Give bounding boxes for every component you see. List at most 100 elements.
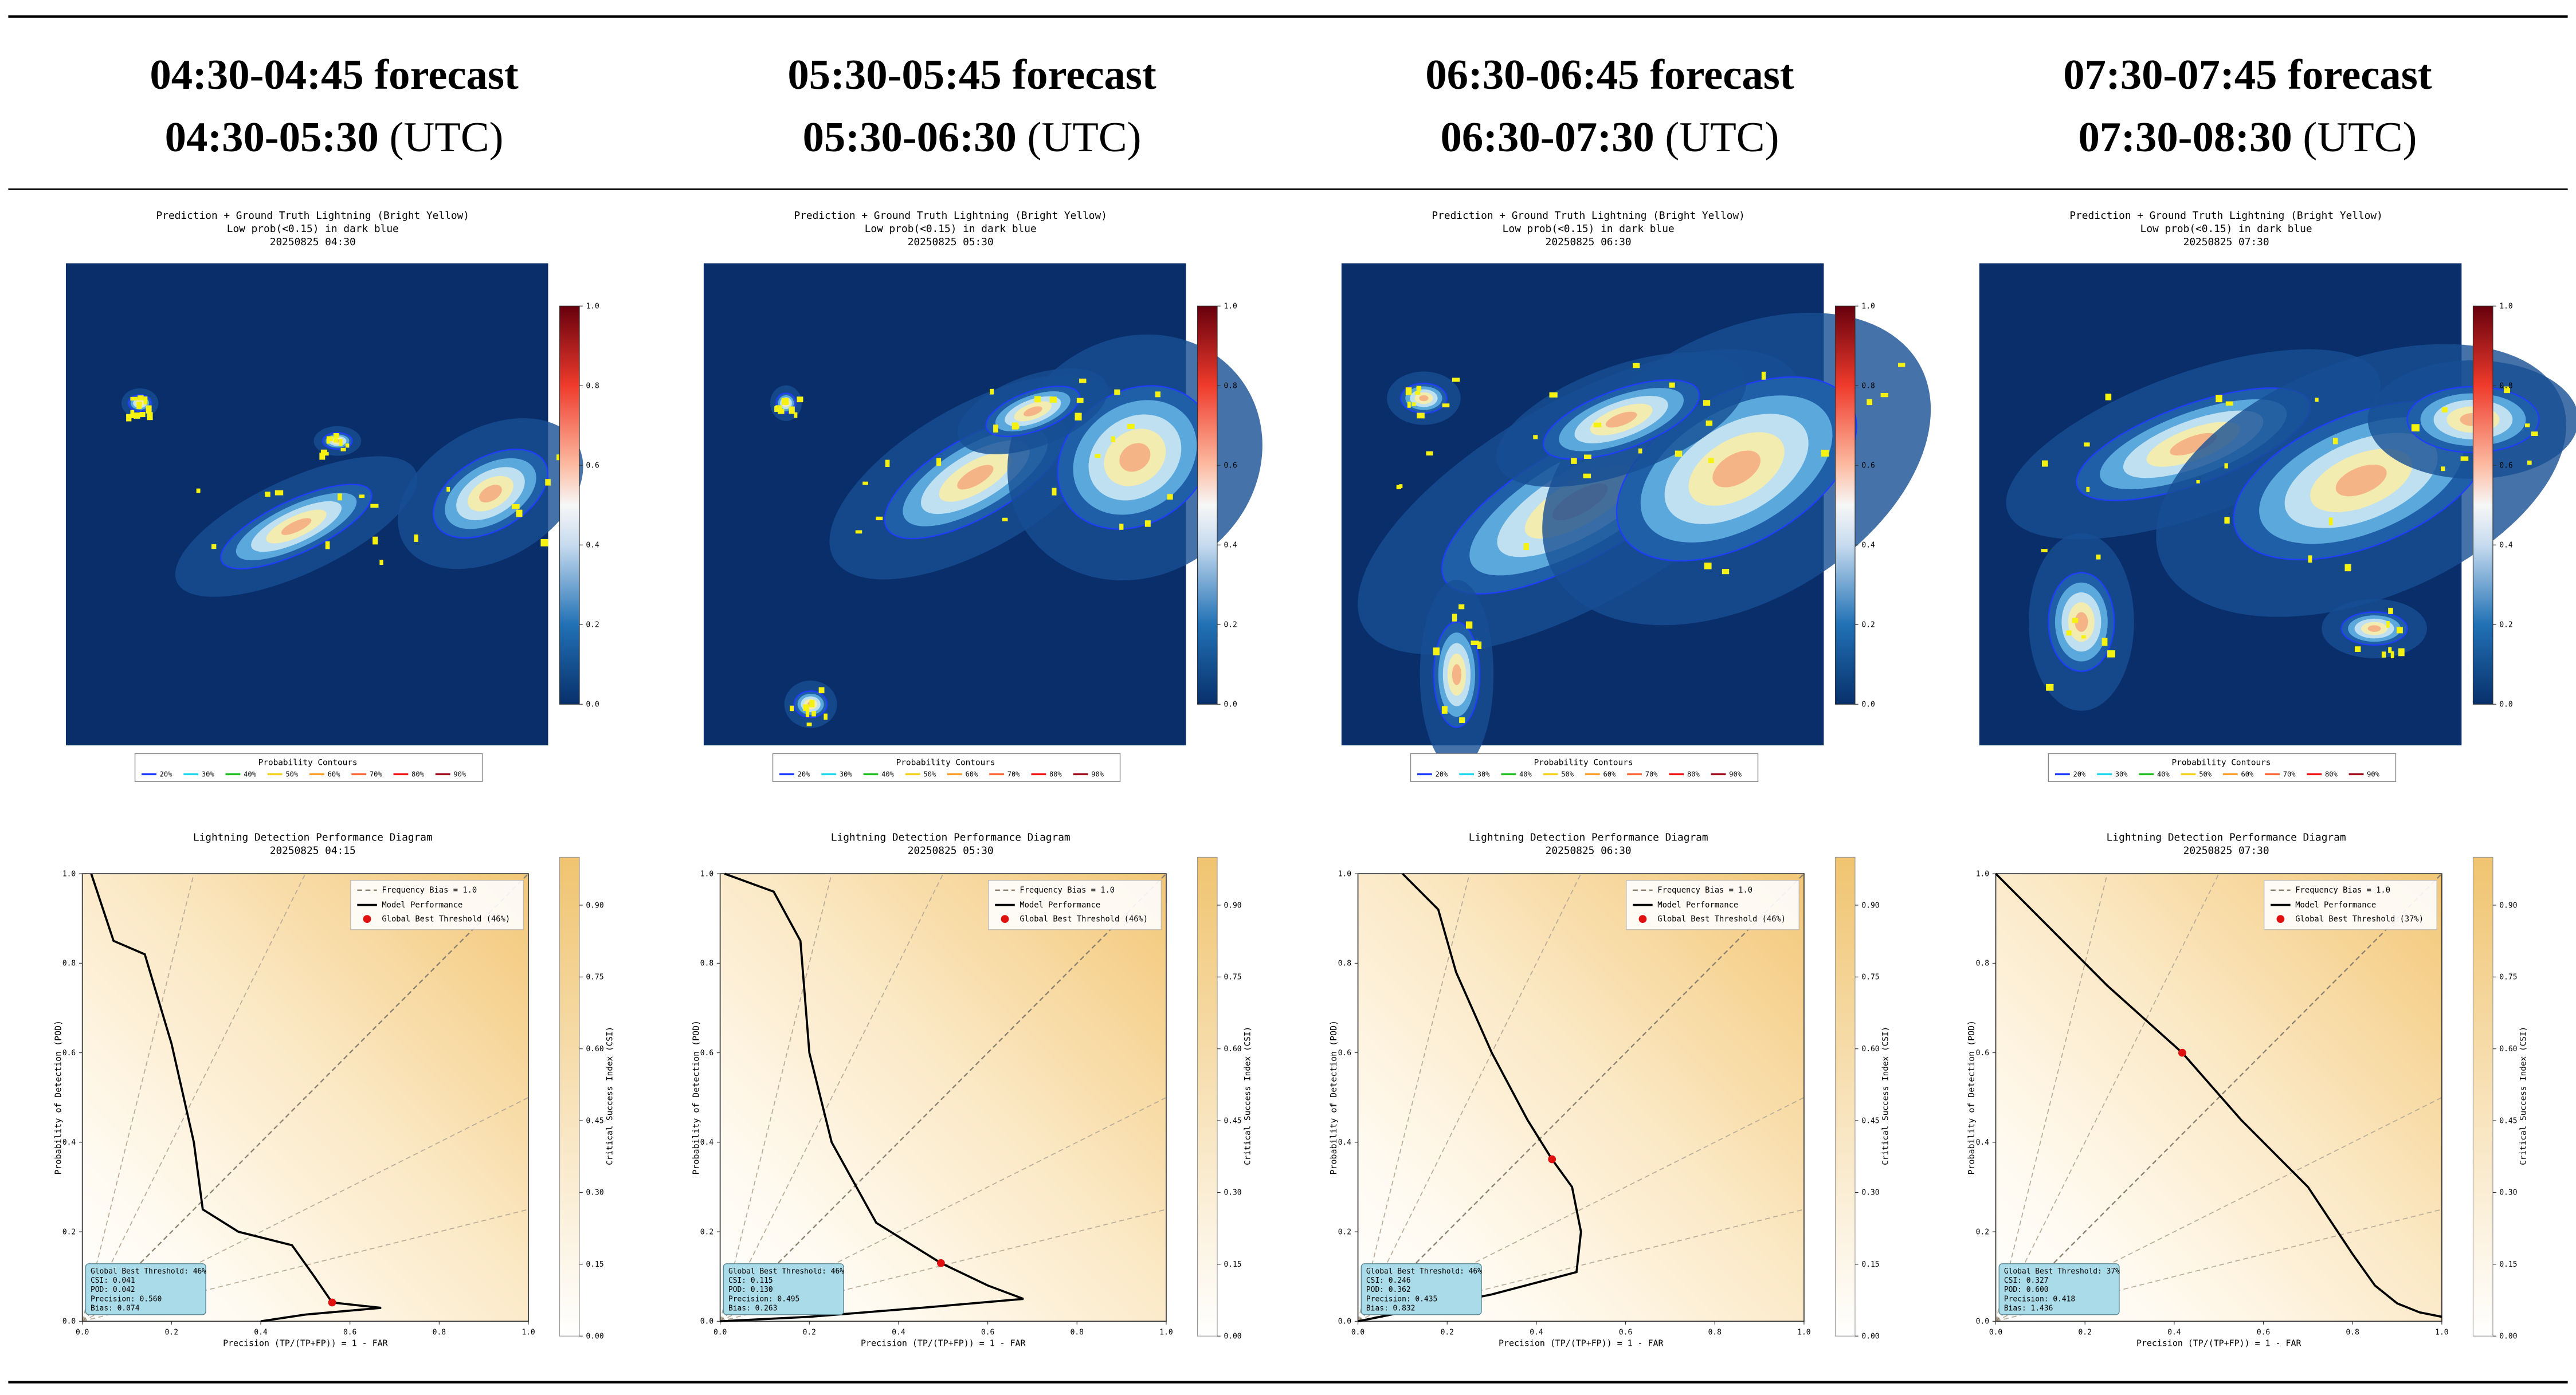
map-colorbar-tick-label: 0.8 xyxy=(1224,382,1237,391)
legend-model-label: Model Performance xyxy=(1657,901,1738,910)
window-utc: (UTC) xyxy=(1027,113,1141,161)
lightning-speck xyxy=(993,425,998,433)
x-tick-label: 0.4 xyxy=(892,1328,905,1337)
map-colorbar-tick-label: 0.8 xyxy=(2499,382,2512,391)
legend-bias-label: Frequency Bias = 1.0 xyxy=(382,886,477,895)
csi-tick-label: 0.15 xyxy=(2499,1260,2517,1269)
x-tick-label: 0.8 xyxy=(2346,1328,2359,1337)
lightning-speck xyxy=(211,544,217,549)
csi-tick-label: 0.15 xyxy=(586,1260,604,1269)
info-line: Precision: 0.418 xyxy=(2004,1295,2075,1303)
contour-legend-label: 20% xyxy=(160,771,173,779)
y-tick-label: 0.8 xyxy=(1976,960,1989,968)
legend-best-dot xyxy=(1001,915,1009,923)
perf-legend-box xyxy=(1626,879,1800,930)
bias-line xyxy=(81,873,529,1322)
map-title: Prediction + Ground Truth Lightning (Bri… xyxy=(156,210,469,222)
map-title: Low prob(<0.15) in dark blue xyxy=(865,223,1037,235)
lightning-speck xyxy=(1669,382,1675,388)
contour-legend-label: 50% xyxy=(1561,771,1574,779)
x-tick-label: 0.4 xyxy=(1530,1328,1543,1337)
lightning-speck xyxy=(2398,648,2405,657)
lightning-speck xyxy=(1523,543,1529,551)
lightning-speck xyxy=(139,412,146,417)
bias-line xyxy=(1995,873,2220,1322)
map-blob xyxy=(1119,443,1151,472)
y-tick-label: 0.2 xyxy=(700,1228,713,1236)
x-tick-label: 0.8 xyxy=(433,1328,446,1337)
lightning-speck xyxy=(805,710,810,717)
column-header-forecast: 04:30-04:45 forecast xyxy=(150,51,519,99)
lightning-speck xyxy=(809,700,815,708)
contour-legend-label: 90% xyxy=(1091,771,1104,779)
lightning-speck xyxy=(1703,400,1711,406)
contour-legend-label: 50% xyxy=(923,771,936,779)
legend-best-label: Global Best Threshold (46%) xyxy=(1657,914,1786,924)
map-blob xyxy=(2075,612,2088,632)
legend-best-label: Global Best Threshold (46%) xyxy=(1020,914,1148,924)
lightning-speck xyxy=(1722,568,1730,575)
lightning-speck xyxy=(1155,391,1160,398)
csi-tick-label: 0.60 xyxy=(1224,1045,1241,1054)
csi-axis-label: Critical Success Index (CSI) xyxy=(605,1027,614,1165)
y-tick-label: 1.0 xyxy=(62,870,76,878)
perf-date: 20250825 07:30 xyxy=(2183,845,2269,857)
y-axis-label: Probability of Detection (POD) xyxy=(1966,1020,1977,1175)
lightning-speck xyxy=(1477,641,1482,650)
x-tick-label: 0.2 xyxy=(2079,1328,2092,1337)
lightning-speck xyxy=(885,459,890,467)
lightning-speck xyxy=(2388,647,2392,653)
lightning-speck xyxy=(1405,387,1412,395)
csi-tick-label: 0.75 xyxy=(2499,973,2517,982)
bias-line xyxy=(1357,873,1470,1322)
best-threshold-point xyxy=(328,1298,336,1307)
x-tick-label: 0.2 xyxy=(803,1328,816,1337)
info-line: POD: 0.600 xyxy=(2004,1286,2049,1294)
lightning-speck xyxy=(2041,549,2048,552)
y-tick-label: 0.6 xyxy=(1338,1049,1351,1058)
csi-colorbar xyxy=(1197,856,1218,1337)
x-tick-label: 0.0 xyxy=(1989,1328,2002,1337)
contour-legend-box xyxy=(134,753,483,782)
csi-tick-label: 0.00 xyxy=(1861,1332,1879,1341)
lightning-speck xyxy=(818,687,825,694)
info-line: Precision: 0.560 xyxy=(91,1295,162,1303)
y-tick-label: 0.0 xyxy=(1338,1318,1351,1326)
y-tick-label: 0.8 xyxy=(62,960,76,968)
contour-legend-label: 70% xyxy=(370,771,383,779)
x-tick-label: 0.6 xyxy=(1619,1328,1632,1337)
y-tick-label: 0.0 xyxy=(1976,1318,1989,1326)
lightning-speck xyxy=(2525,423,2530,427)
lightning-speck xyxy=(1571,458,1577,464)
lightning-speck xyxy=(328,436,333,442)
info-line: Global Best Threshold: 37% xyxy=(2004,1267,2120,1276)
y-tick-label: 1.0 xyxy=(1976,870,1989,878)
contour-legend-label: 20% xyxy=(1436,771,1449,779)
contour-legend-title: Probability Contours xyxy=(2172,759,2271,768)
contour-legend-label: 40% xyxy=(881,771,895,779)
x-tick-label: 0.2 xyxy=(165,1328,178,1337)
lightning-speck xyxy=(1898,363,1905,367)
contour-legend-title: Probability Contours xyxy=(1534,759,1633,768)
column-header-forecast: 07:30-07:45 forecast xyxy=(2063,51,2432,99)
lightning-speck xyxy=(379,559,383,565)
bias-line xyxy=(1357,873,1805,1322)
csi-tick-label: 0.90 xyxy=(1861,901,1879,910)
map-blob xyxy=(1419,395,1429,402)
csi-tick-label: 0.00 xyxy=(2499,1332,2517,1341)
lightning-speck xyxy=(936,458,942,466)
perf-legend-box xyxy=(988,879,1162,930)
info-line: Bias: 0.263 xyxy=(728,1304,777,1313)
y-axis-label: Probability of Detection (POD) xyxy=(53,1020,63,1175)
perf-legend-box xyxy=(2263,879,2437,930)
contour-legend-label: 40% xyxy=(2157,771,2170,779)
lightning-speck xyxy=(1708,458,1714,463)
map-title: Prediction + Ground Truth Lightning (Bri… xyxy=(1432,210,1744,222)
lightning-speck xyxy=(147,412,153,421)
x-tick-label: 0.4 xyxy=(2167,1328,2181,1337)
contour-legend-label: 90% xyxy=(2367,771,2380,779)
lightning-speck xyxy=(990,388,994,395)
lightning-speck xyxy=(334,438,338,443)
window-utc: (UTC) xyxy=(2303,113,2417,161)
